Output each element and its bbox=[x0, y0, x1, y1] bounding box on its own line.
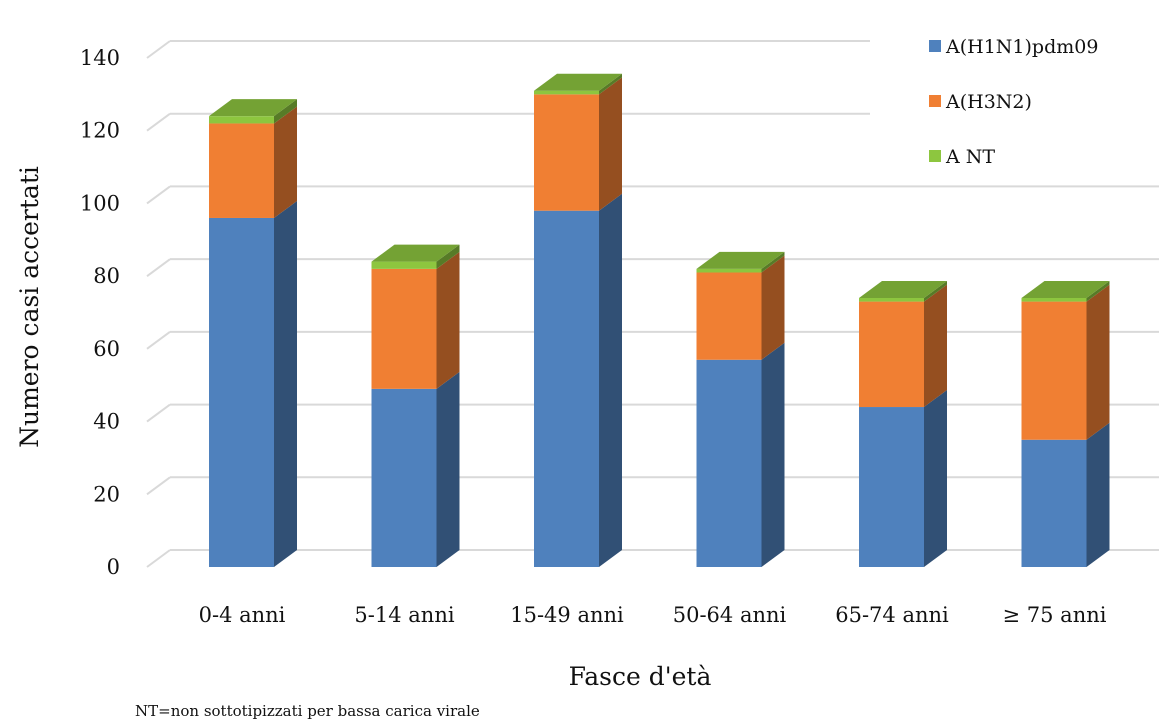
x-category-label: 0-4 anni bbox=[199, 603, 286, 627]
y-tick-label: 80 bbox=[93, 264, 120, 288]
bar-segment-front bbox=[371, 268, 437, 389]
bar-segment-front bbox=[1021, 439, 1087, 567]
x-category-label: ≥ 75 anni bbox=[1003, 603, 1107, 627]
y-tick-label: 100 bbox=[80, 191, 120, 215]
bar-segment-front bbox=[1021, 301, 1087, 440]
bar-segment-side bbox=[1086, 284, 1110, 440]
y-tick-label: 140 bbox=[80, 46, 120, 70]
bar-segment-front bbox=[534, 210, 599, 567]
gridline-diagonal bbox=[146, 185, 171, 205]
bar-segment-side bbox=[924, 390, 947, 567]
bar-segment-side bbox=[599, 77, 622, 211]
y-tick-label: 120 bbox=[80, 119, 120, 143]
bars bbox=[209, 73, 1110, 567]
bar-segment-front bbox=[209, 116, 274, 124]
legend-swatch bbox=[929, 150, 941, 162]
y-tick-label: 60 bbox=[93, 337, 120, 361]
bar-segment-front bbox=[859, 301, 924, 408]
bar-segment-front bbox=[534, 94, 599, 211]
legend-label: A NT bbox=[945, 146, 995, 168]
bar-segment-side bbox=[436, 244, 460, 269]
bar-segment-side bbox=[274, 106, 297, 218]
y-tick-label: 40 bbox=[93, 410, 120, 434]
bar-segment-side bbox=[599, 73, 622, 95]
bar-segment-front bbox=[371, 261, 437, 269]
bar-segment-side bbox=[761, 255, 785, 360]
gridline-diagonal bbox=[146, 258, 171, 277]
bar-segment-side bbox=[274, 200, 297, 567]
bar-segment-front bbox=[696, 359, 762, 567]
legend: A(H1N1)pdm09 A(H3N2) A NT bbox=[870, 0, 1159, 182]
bar-segment-front bbox=[209, 123, 274, 218]
bar-segment-side bbox=[599, 193, 622, 567]
bar-segment-side bbox=[761, 342, 785, 567]
bar-segment-front bbox=[1021, 297, 1087, 302]
bar-top-face bbox=[1021, 280, 1110, 298]
legend-label: A(H1N1)pdm09 bbox=[945, 36, 1098, 58]
x-axis-categories: 0-4 anni 5-14 anni 15-49 anni 50-64 anni 65-… bbox=[199, 603, 1107, 627]
bar-top-face bbox=[371, 244, 460, 262]
gridline-diagonal bbox=[146, 40, 171, 59]
bar-segment-side bbox=[274, 99, 297, 124]
bar-segment-side bbox=[924, 280, 947, 302]
bar-segment-front bbox=[209, 217, 274, 567]
bar-top-face bbox=[696, 251, 785, 269]
x-category-label: 5-14 anni bbox=[354, 603, 454, 627]
bar-segment-side bbox=[924, 284, 947, 408]
bar-segment-side bbox=[761, 251, 785, 273]
bar-segment-side bbox=[436, 251, 460, 389]
bar-segment-front bbox=[696, 268, 762, 273]
bar-segment-front bbox=[696, 272, 762, 360]
bar-segment-side bbox=[1086, 280, 1110, 302]
bar-segment-front bbox=[859, 407, 924, 567]
bar-segment-front bbox=[534, 90, 599, 95]
y-tick-label: 0 bbox=[107, 555, 120, 579]
bar-segment-front bbox=[371, 388, 437, 567]
gridline-diagonal bbox=[146, 549, 171, 568]
bar-segment-side bbox=[436, 371, 460, 567]
bar-top-face bbox=[534, 73, 622, 91]
x-category-label: 50-64 anni bbox=[673, 603, 787, 627]
footnote: NT=non sottotipizzati per bassa carica v… bbox=[135, 702, 480, 720]
gridline-diagonal bbox=[146, 112, 171, 132]
x-category-label: 15-49 anni bbox=[510, 603, 624, 627]
x-axis-title: Fasce d'età bbox=[569, 662, 712, 691]
bar-segment-side bbox=[1086, 422, 1110, 567]
legend-swatch bbox=[929, 40, 941, 52]
gridline-diagonal bbox=[146, 403, 171, 423]
x-category-label: 65-74 anni bbox=[835, 603, 949, 627]
y-axis-title: Numero casi accertati bbox=[15, 166, 44, 448]
legend-swatch bbox=[929, 95, 941, 107]
legend-box bbox=[870, 0, 1159, 182]
bar-top-face bbox=[859, 280, 947, 298]
gridline-diagonal bbox=[146, 331, 171, 350]
y-axis-ticks: 0 20 40 60 80 100 120 140 bbox=[80, 46, 120, 579]
bar-top-face bbox=[209, 99, 297, 117]
legend-label: A(H3N2) bbox=[945, 91, 1032, 113]
y-tick-label: 20 bbox=[93, 482, 120, 506]
gridline-diagonal bbox=[146, 476, 171, 496]
bar-segment-front bbox=[859, 297, 924, 302]
